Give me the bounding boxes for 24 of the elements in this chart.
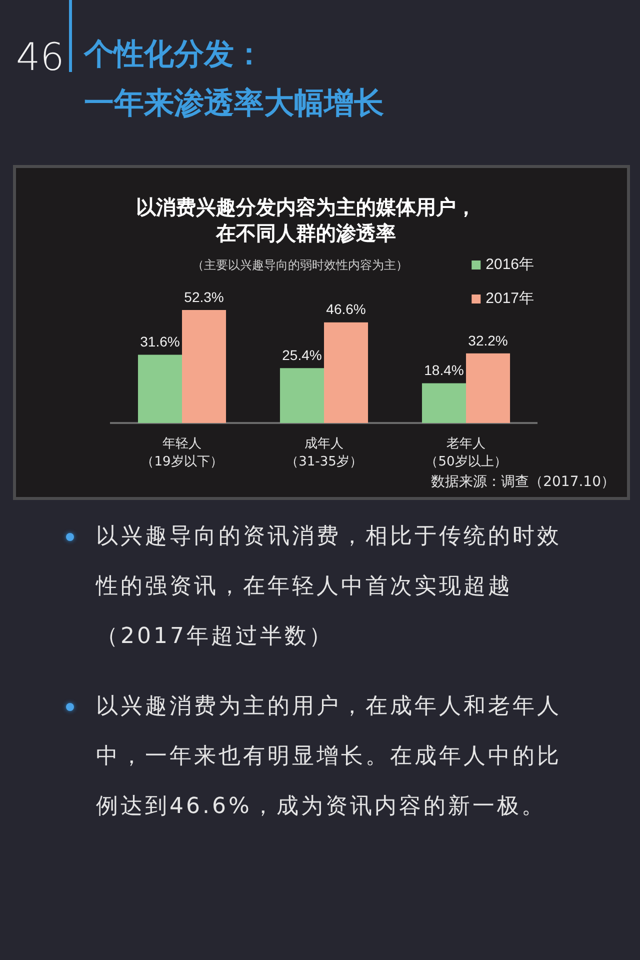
bar [138, 354, 182, 423]
x-tick-label: 年轻人（19岁以下） [141, 436, 223, 470]
text: 以兴趣导向的资讯消费，相比于传统的时效性的强资讯，在年轻人中首次实现超越（2017年超过半数） [96, 523, 562, 651]
legend-label: 2017年 [486, 290, 534, 308]
chart-title: 个性化分发：一年来渗透率大幅增长 [84, 36, 384, 123]
x-tick-label: 老年人（50岁以上） [425, 436, 507, 470]
chart-subtitle: 以消费兴趣分发内容为主的媒体用户，在不同人群的渗透率 [135, 194, 477, 246]
data-label: 32.2% [468, 332, 508, 348]
x-tick-label: 成年人（31-35岁） [286, 436, 362, 470]
data-label: 25.4% [282, 346, 322, 363]
bar [182, 310, 226, 423]
text: 以兴趣消费为主的用户，在成年人和老年人中，一年来也有明显增长。在成年人中的比例达到46.6%，成为资讯内容的新一极。 [96, 693, 562, 821]
source-note: 数据来源：调查（2017.10） [431, 473, 615, 491]
data-label: 52.3% [184, 288, 224, 305]
data-label: 18.4% [424, 362, 464, 378]
bar [280, 368, 324, 423]
bar [324, 322, 368, 423]
legend-label: 2016年 [486, 256, 534, 274]
text: 46 [16, 34, 64, 81]
bar [422, 383, 466, 423]
data-label: 31.6% [140, 334, 180, 350]
data-label: 46.6% [326, 301, 366, 318]
text: （主要以兴趣导向的弱时效性内容为主） [192, 257, 408, 273]
bar [466, 353, 510, 423]
